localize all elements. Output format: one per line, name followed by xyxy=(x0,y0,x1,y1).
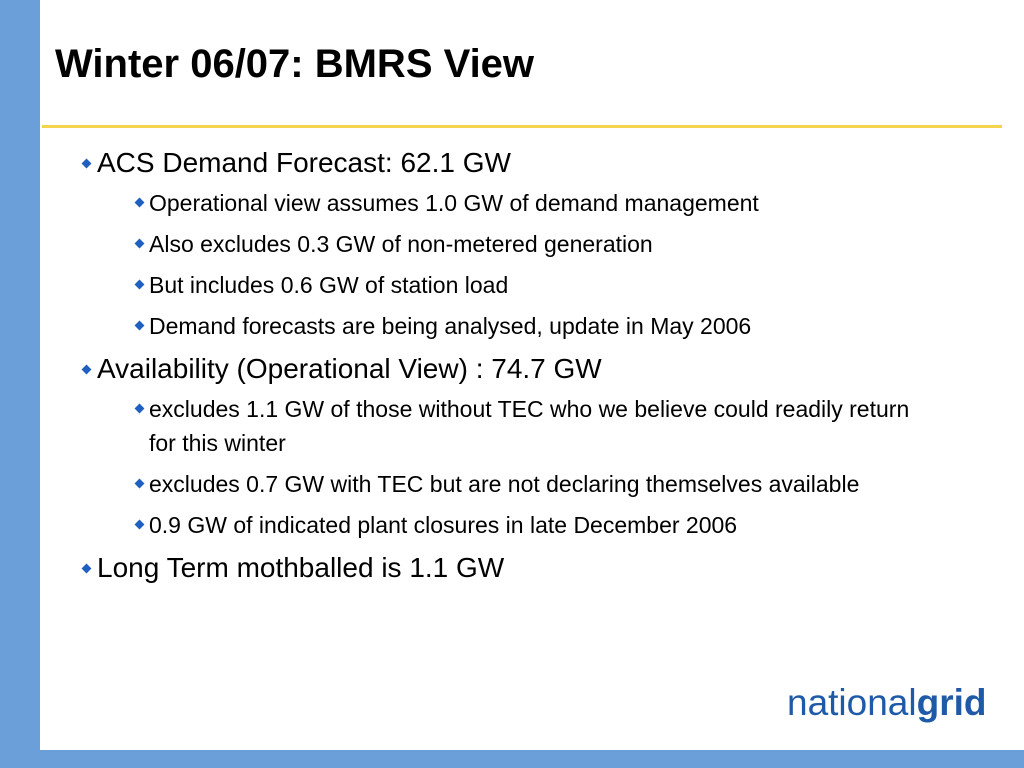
bullet-marker xyxy=(134,478,145,489)
bullet-text: excludes 0.7 GW with TEC but are not dec… xyxy=(149,471,860,497)
bullet-text: Demand forecasts are being analysed, upd… xyxy=(149,313,752,339)
bullet-text: Availability (Operational View) : 74.7 G… xyxy=(97,353,602,384)
sub-bullet: But includes 0.6 GW of station load xyxy=(134,268,929,302)
bullet-marker xyxy=(81,563,92,574)
sub-bullet: excludes 0.7 GW with TEC but are not dec… xyxy=(134,467,929,501)
bullet-text: Also excludes 0.3 GW of non-metered gene… xyxy=(149,231,653,257)
bullet-marker xyxy=(134,279,145,290)
bottom-bar xyxy=(0,750,1024,768)
left-bar xyxy=(0,0,40,768)
logo-part: national xyxy=(787,682,917,723)
bullet-marker xyxy=(134,320,145,331)
logo-part: grid xyxy=(916,682,987,723)
bullet-marker xyxy=(81,364,92,375)
bullet-text: Operational view assumes 1.0 GW of deman… xyxy=(149,190,759,216)
title: Winter 06/07: BMRS View xyxy=(55,42,535,86)
bullet-marker xyxy=(81,158,92,169)
bullet-marker xyxy=(134,238,145,249)
bullet: Long Term mothballed is 1.1 GW xyxy=(81,551,505,585)
bullet-marker xyxy=(134,519,145,530)
sub-bullet: excludes 1.1 GW of those without TEC who… xyxy=(134,392,929,460)
bullet-text: But includes 0.6 GW of station load xyxy=(149,272,509,298)
sub-bullet: 0.9 GW of indicated plant closures in la… xyxy=(134,508,929,542)
bullet-text: ACS Demand Forecast: 62.1 GW xyxy=(97,147,511,178)
sub-bullet: Operational view assumes 1.0 GW of deman… xyxy=(134,186,929,220)
bullet-marker xyxy=(134,197,145,208)
logo: nationalgrid xyxy=(787,682,987,724)
title-rule xyxy=(42,125,1002,128)
bullet-text: Long Term mothballed is 1.1 GW xyxy=(97,552,505,583)
bullet-text: 0.9 GW of indicated plant closures in la… xyxy=(149,512,738,538)
bullet-marker xyxy=(134,403,145,414)
sub-bullet: Demand forecasts are being analysed, upd… xyxy=(134,309,929,343)
bullet-text: excludes 1.1 GW of those without TEC who… xyxy=(149,396,910,456)
bullet: ACS Demand Forecast: 62.1 GW xyxy=(81,146,511,180)
bullet: Availability (Operational View) : 74.7 G… xyxy=(81,352,602,386)
sub-bullet: Also excludes 0.3 GW of non-metered gene… xyxy=(134,227,929,261)
